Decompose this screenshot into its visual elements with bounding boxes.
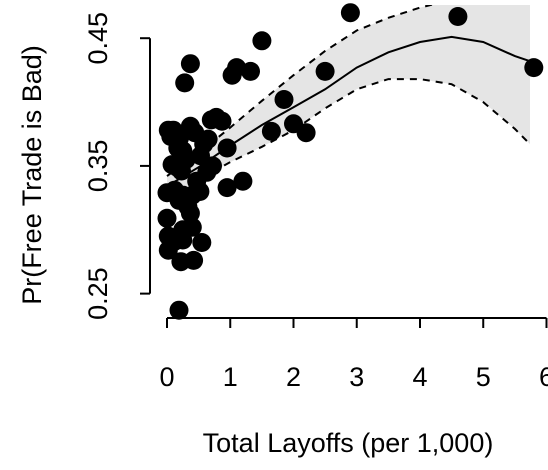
data-point [315,61,335,81]
data-point [274,90,294,109]
data-point [296,123,316,143]
confidence-band [167,5,530,197]
data-point [180,54,200,74]
data-point [217,138,237,158]
data-point [172,161,191,181]
y-axis-label: Pr(Free Trade is Bad) [17,45,47,305]
lower-bound-line [166,78,530,198]
x-tick-label: 2 [286,362,301,392]
x-tick-label: 3 [349,362,364,392]
x-tick-label: 1 [223,362,238,392]
data-point [222,65,242,85]
upper-bound-line [166,5,435,177]
axes-layer: 0 1 2 3 4 5 6 0.25 0.35 0.45 [83,12,548,392]
y-tick-label: 0.25 [83,267,113,320]
data-point [180,203,200,223]
y-tick-label: 0.45 [83,12,113,65]
data-point [241,61,260,81]
data-point [201,110,221,130]
data-point [448,7,468,26]
data-point [261,121,281,141]
data-point [340,3,360,23]
data-point [233,171,253,191]
x-tick-label: 5 [476,362,491,392]
data-point [175,73,195,93]
data-point [198,129,218,149]
x-tick-label: 0 [159,362,174,392]
y-tick-label: 0.35 [83,140,113,193]
x-tick-label: 6 [539,362,548,392]
data-point [173,230,193,250]
data-point [192,233,212,252]
confidence-band-layer [167,5,530,197]
data-point [158,240,178,260]
data-point [157,208,177,228]
x-tick-label: 4 [412,362,427,392]
data-point [190,182,210,201]
data-point [184,250,204,270]
data-point [217,178,237,198]
data-point [252,31,272,51]
data-points-layer [157,3,544,320]
data-point [169,300,189,320]
data-point [524,58,544,78]
x-axis-label: Total Layoffs (per 1,000) [203,428,494,458]
